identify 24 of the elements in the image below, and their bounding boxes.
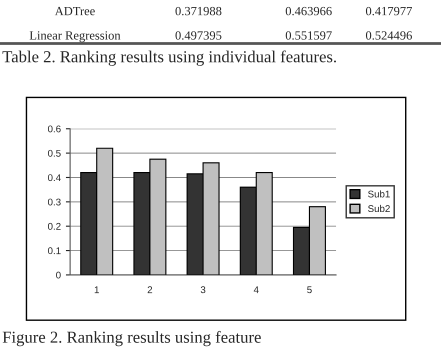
x-tick-label: 5	[307, 286, 312, 294]
y-tick-label: 0.1	[48, 247, 61, 254]
y-tick-label: 0.6	[48, 125, 61, 132]
caption: Figure 2. Ranking results using feature	[2, 330, 261, 346]
text: 0.417977	[366, 6, 412, 16]
text: 0.463966	[286, 6, 332, 16]
x-tick-label: 2	[148, 286, 152, 294]
text: 0.551597	[286, 31, 332, 40]
legend-label: Sub2	[368, 204, 390, 212]
y-tick-label: 0	[56, 272, 61, 279]
caption: Table 2. Ranking results using individual features.	[2, 50, 336, 66]
text: 0.497395	[175, 31, 222, 40]
y-tick-label: 0.5	[48, 150, 61, 157]
text: Linear Regression	[30, 31, 120, 42]
y-tick-label: 0.4	[48, 174, 61, 182]
x-tick-label: 1	[94, 286, 99, 294]
text: ADTree	[54, 6, 95, 16]
y-tick-label: 0.2	[48, 222, 61, 230]
y-tick-label: 0.3	[48, 198, 61, 206]
x-tick-label: 4	[254, 286, 259, 294]
legend-label: Sub1	[368, 190, 390, 198]
text: 0.371988	[175, 6, 222, 16]
text: 0.524496	[366, 31, 412, 40]
x-tick-label: 3	[200, 286, 206, 294]
